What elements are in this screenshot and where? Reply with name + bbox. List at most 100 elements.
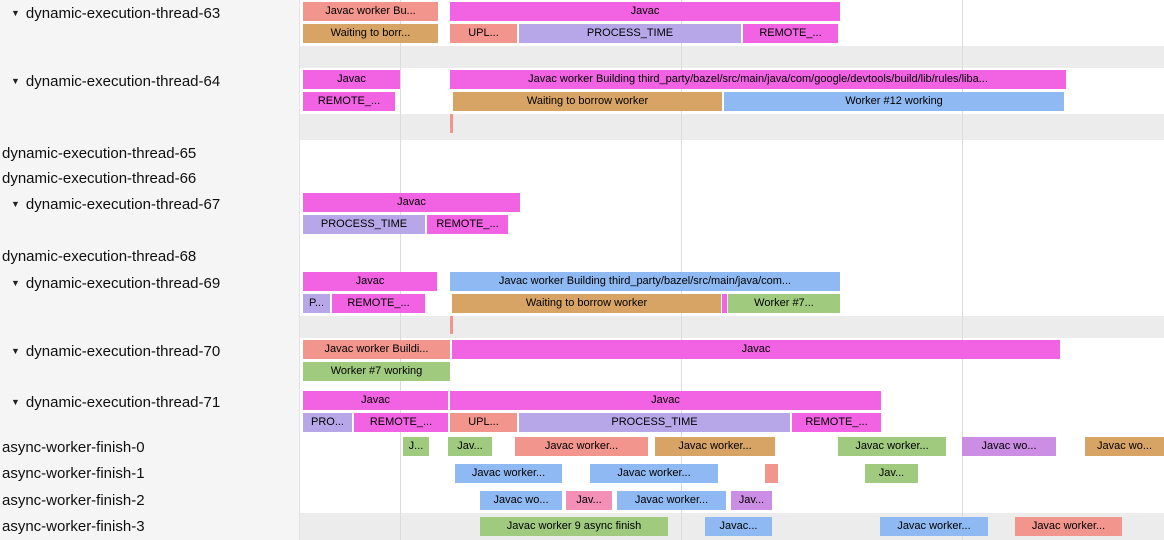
track-async-worker-finish-3: Javac worker 9 async finish Javac... Javac… xyxy=(300,513,1164,540)
collapse-arrow-icon[interactable]: ▼ xyxy=(11,397,20,407)
sidebar-row-dynamic-execution-thread-67[interactable]: ▼ dynamic-execution-thread-67 xyxy=(0,191,299,236)
event-slice[interactable]: REMOTE_... xyxy=(743,24,838,43)
event-slice[interactable]: REMOTE_... xyxy=(792,413,881,432)
track-async-worker-finish-1: Javac worker... Javac worker... Jav... xyxy=(300,460,1164,487)
event-tick[interactable] xyxy=(722,294,727,313)
event-slice[interactable]: Javac xyxy=(303,193,520,212)
event-slice[interactable]: REMOTE_... xyxy=(332,294,425,313)
sidebar-row-dynamic-execution-thread-66[interactable]: dynamic-execution-thread-66 xyxy=(0,166,299,191)
collapse-arrow-icon[interactable]: ▼ xyxy=(11,199,20,209)
track-dynamic-execution-thread-71: Javac Javac PRO... REMOTE_... UPL... PROCESS_… xyxy=(300,389,1164,434)
event-slice[interactable]: UPL... xyxy=(450,413,517,432)
track-label: dynamic-execution-thread-65 xyxy=(2,144,197,162)
event-slice[interactable]: Javac worker Building third_party/bazel/… xyxy=(450,70,1066,89)
event-slice[interactable]: Jav... xyxy=(448,437,492,456)
event-slice[interactable]: REMOTE_... xyxy=(303,92,395,111)
event-slice[interactable]: Worker #7 working xyxy=(303,362,450,381)
event-slice[interactable]: Javac worker... xyxy=(880,517,988,536)
collapse-arrow-icon[interactable]: ▼ xyxy=(11,346,20,356)
event-slice[interactable]: Waiting to borrow worker xyxy=(453,92,722,111)
event-slice[interactable]: Waiting to borrow worker xyxy=(452,294,721,313)
event-slice[interactable]: Javac wo... xyxy=(1085,437,1164,456)
event-slice[interactable]: Javac worker... xyxy=(515,437,648,456)
event-slice[interactable]: Jav... xyxy=(566,491,612,510)
event-slice[interactable]: Javac worker... xyxy=(455,464,562,483)
track-async-worker-finish-2: Javac wo... Jav... Javac worker... Jav... xyxy=(300,487,1164,513)
sidebar-row-dynamic-execution-thread-70[interactable]: ▼ dynamic-execution-thread-70 xyxy=(0,338,299,383)
event-slice[interactable]: Javac worker... xyxy=(590,464,718,483)
event-slice[interactable]: Javac worker... xyxy=(655,437,775,456)
timeline: Javac worker Bu... Javac Waiting to borr..… xyxy=(300,0,1164,540)
collapse-arrow-icon[interactable]: ▼ xyxy=(11,278,20,288)
track-dynamic-execution-thread-67: Javac PROCESS_TIME REMOTE_... xyxy=(300,191,1164,236)
event-slice[interactable]: Javac... xyxy=(705,517,772,536)
track-dynamic-execution-thread-68 xyxy=(300,242,1164,270)
event-slice[interactable]: P... xyxy=(303,294,330,313)
track-spacer-3 xyxy=(300,383,1164,389)
event-slice[interactable]: Javac worker Building third_party/bazel/… xyxy=(450,272,840,291)
sidebar-row-dynamic-execution-thread-69[interactable]: ▼ dynamic-execution-thread-69 xyxy=(0,270,299,316)
sidebar-row-async-worker-finish-0[interactable]: async-worker-finish-0 xyxy=(0,434,299,460)
sidebar-spacer xyxy=(0,316,299,338)
sidebar: ▼ dynamic-execution-thread-63 ▼ dynamic-exe… xyxy=(0,0,300,540)
sidebar-row-dynamic-execution-thread-63[interactable]: ▼ dynamic-execution-thread-63 xyxy=(0,0,299,46)
event-slice[interactable]: PROCESS_TIME xyxy=(519,413,790,432)
track-tick-band-64 xyxy=(300,114,1164,140)
event-slice[interactable]: Javac worker... xyxy=(617,491,726,510)
event-slice[interactable]: Javac worker... xyxy=(838,437,946,456)
track-dynamic-execution-thread-69: Javac Javac worker Building third_party/b… xyxy=(300,270,1164,316)
sidebar-spacer xyxy=(0,46,299,68)
track-label: dynamic-execution-thread-70 xyxy=(25,343,221,360)
event-slice[interactable]: J... xyxy=(403,437,429,456)
event-slice[interactable]: REMOTE_... xyxy=(427,215,508,234)
sidebar-row-dynamic-execution-thread-64[interactable]: ▼ dynamic-execution-thread-64 xyxy=(0,68,299,114)
event-slice[interactable]: PRO... xyxy=(303,413,352,432)
event-slice[interactable]: Javac worker Buildi... xyxy=(303,340,450,359)
collapse-arrow-icon[interactable]: ▼ xyxy=(11,8,20,18)
event-tick[interactable] xyxy=(450,316,453,334)
event-tick[interactable] xyxy=(450,114,453,133)
time-gridline xyxy=(400,0,401,540)
track-label: async-worker-finish-2 xyxy=(2,491,145,509)
track-label: dynamic-execution-thread-67 xyxy=(25,196,221,213)
track-label: dynamic-execution-thread-64 xyxy=(25,73,221,90)
track-async-worker-finish-0: J... Jav... Javac worker... Javac worker...… xyxy=(300,434,1164,460)
sidebar-row-async-worker-finish-2[interactable]: async-worker-finish-2 xyxy=(0,487,299,513)
track-dynamic-execution-thread-64: Javac Javac worker Building third_party/b… xyxy=(300,68,1164,114)
event-slice[interactable]: Javac xyxy=(303,70,400,89)
event-slice[interactable]: PROCESS_TIME xyxy=(303,215,425,234)
event-slice[interactable]: Javac worker Bu... xyxy=(303,2,438,21)
track-label: dynamic-execution-thread-68 xyxy=(2,247,197,265)
event-slice[interactable]: Javac worker 9 async finish xyxy=(480,517,668,536)
event-tick[interactable] xyxy=(765,464,778,483)
event-slice[interactable]: Javac xyxy=(452,340,1060,359)
event-slice[interactable]: Worker #12 working xyxy=(724,92,1064,111)
collapse-arrow-icon[interactable]: ▼ xyxy=(11,76,20,86)
event-slice[interactable]: REMOTE_... xyxy=(354,413,448,432)
event-slice[interactable]: Jav... xyxy=(865,464,918,483)
track-label: dynamic-execution-thread-69 xyxy=(25,275,221,292)
event-slice[interactable]: PROCESS_TIME xyxy=(519,24,741,43)
event-slice[interactable]: Javac xyxy=(450,391,881,410)
event-slice[interactable]: Waiting to borr... xyxy=(303,24,438,43)
event-slice[interactable]: Worker #7... xyxy=(728,294,840,313)
track-dynamic-execution-thread-65 xyxy=(300,140,1164,166)
event-slice[interactable]: Javac xyxy=(303,391,448,410)
event-slice[interactable]: Javac xyxy=(450,2,840,21)
sidebar-row-dynamic-execution-thread-71[interactable]: ▼ dynamic-execution-thread-71 xyxy=(0,389,299,434)
sidebar-row-dynamic-execution-thread-68[interactable]: dynamic-execution-thread-68 xyxy=(0,242,299,270)
event-slice[interactable]: UPL... xyxy=(450,24,517,43)
event-slice[interactable]: Javac worker... xyxy=(1015,517,1122,536)
event-slice[interactable]: Jav... xyxy=(731,491,772,510)
sidebar-row-async-worker-finish-1[interactable]: async-worker-finish-1 xyxy=(0,460,299,487)
sidebar-spacer xyxy=(0,114,299,140)
sidebar-row-dynamic-execution-thread-65[interactable]: dynamic-execution-thread-65 xyxy=(0,140,299,166)
event-slice[interactable]: Javac wo... xyxy=(480,491,562,510)
track-dynamic-execution-thread-70: Javac worker Buildi... Javac Worker #7 wor… xyxy=(300,338,1164,383)
event-slice[interactable]: Javac xyxy=(303,272,437,291)
track-label: async-worker-finish-1 xyxy=(2,465,145,482)
track-label: async-worker-finish-0 xyxy=(2,438,145,456)
sidebar-row-async-worker-finish-3[interactable]: async-worker-finish-3 xyxy=(0,513,299,540)
event-slice[interactable]: Javac wo... xyxy=(962,437,1056,456)
